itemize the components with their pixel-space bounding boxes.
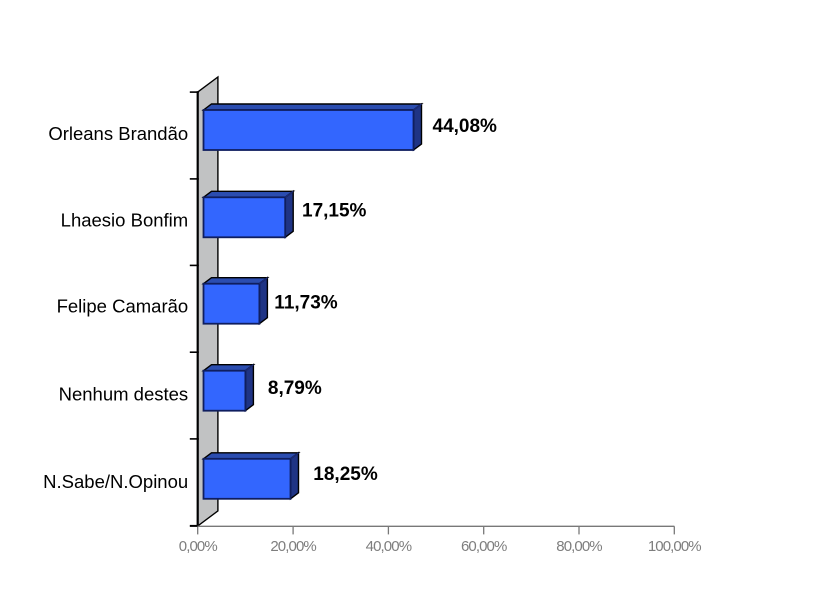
svg-text:0,00%: 0,00% — [179, 538, 218, 555]
svg-text:Felipe Camarão: Felipe Camarão — [57, 295, 189, 316]
svg-text:60,00%: 60,00% — [461, 538, 507, 555]
svg-text:Lhaesio Bonfim: Lhaesio Bonfim — [61, 209, 189, 230]
svg-text:80,00%: 80,00% — [556, 538, 602, 555]
svg-text:Nenhum destes: Nenhum destes — [59, 383, 189, 404]
svg-text:44,08%: 44,08% — [433, 116, 498, 137]
svg-text:20,00%: 20,00% — [270, 538, 316, 555]
svg-text:11,73%: 11,73% — [274, 293, 337, 314]
svg-text:100,00%: 100,00% — [648, 538, 701, 555]
svg-text:Orleans Brandão: Orleans Brandão — [48, 123, 188, 144]
svg-text:17,15%: 17,15% — [302, 200, 367, 221]
svg-text:40,00%: 40,00% — [366, 538, 412, 555]
svg-text:8,79%: 8,79% — [268, 378, 322, 399]
svg-text:N.Sabe/N.Opinou: N.Sabe/N.Opinou — [43, 471, 188, 492]
svg-text:18,25%: 18,25% — [313, 464, 378, 485]
